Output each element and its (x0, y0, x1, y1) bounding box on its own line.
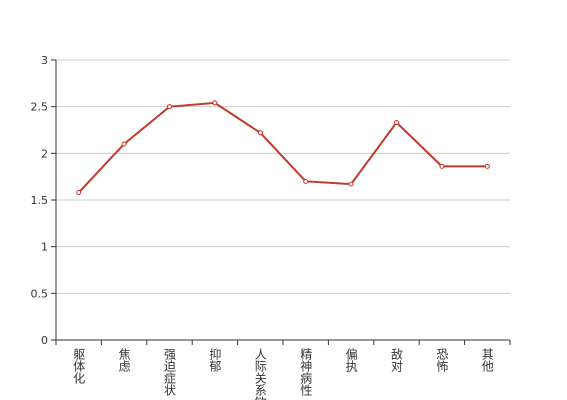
point (257, 130, 263, 136)
y-tick-label: 2 (41, 147, 48, 160)
y-tick-label: 2.5 (31, 101, 49, 114)
point (121, 141, 127, 147)
x-tick-label: 焦虑 (117, 348, 131, 372)
point (439, 163, 445, 169)
point (167, 104, 172, 110)
y-tick-label: 1.5 (31, 194, 49, 207)
x-tick-label: 躯体化 (72, 347, 86, 385)
x-tick-label: 精神病性 (299, 348, 313, 397)
y-tick-label: 3 (41, 54, 48, 67)
x-tick-label: 恐怖 (435, 348, 449, 372)
point (212, 100, 218, 106)
y-tick-label: 0 (41, 334, 48, 347)
x-tick-label: 敌对 (390, 347, 404, 372)
x-tick-label: 其他 (480, 348, 494, 372)
y-tick-label: 0.5 (31, 287, 49, 300)
x-tick-label: 抑郁 (208, 347, 222, 373)
point (348, 181, 354, 187)
x-tick-label: 强迫症状 (163, 348, 177, 396)
point (76, 190, 82, 196)
x-tick-label: 偏执 (344, 347, 358, 373)
x-tick-label: 人际关系敏感 (253, 348, 267, 400)
line (77, 101, 488, 194)
point (394, 120, 399, 126)
point (484, 163, 490, 169)
point (303, 178, 309, 184)
y-tick-label: 1 (41, 241, 48, 254)
